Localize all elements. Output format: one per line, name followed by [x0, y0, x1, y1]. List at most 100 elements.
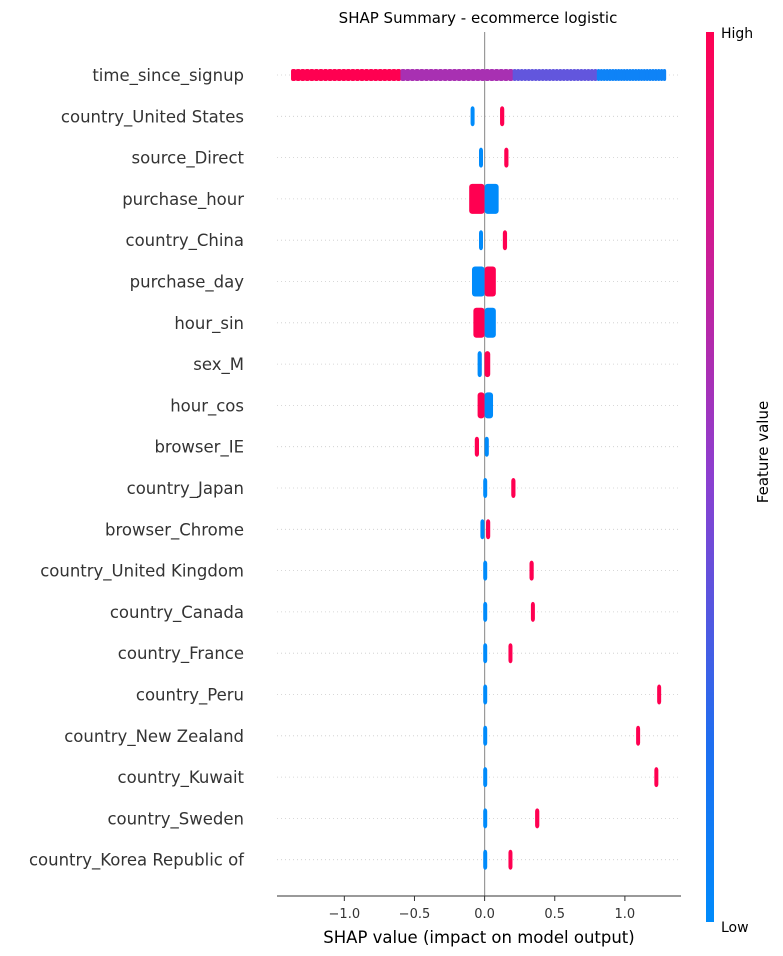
- shap-point-cluster: [654, 767, 659, 788]
- feature-row: [469, 183, 499, 214]
- shap-point-band: [498, 69, 504, 81]
- shap-point-band: [489, 69, 495, 81]
- shap-point-cluster: [470, 106, 475, 127]
- shap-point-band: [634, 69, 638, 81]
- shap-point-band: [309, 69, 315, 81]
- feature-row: [470, 106, 505, 127]
- shap-point-band: [409, 69, 416, 81]
- feature-row: [483, 725, 641, 746]
- shap-point-band: [568, 69, 573, 81]
- shap-point-cluster: [471, 266, 485, 297]
- shap-point-cluster: [483, 601, 488, 622]
- shap-point-band: [451, 69, 458, 81]
- feature-label: country_Kuwait: [118, 768, 245, 788]
- shap-point-band: [507, 69, 514, 81]
- feature-label: country_France: [118, 644, 244, 664]
- shap-point-cluster: [483, 725, 488, 746]
- feature-label: country_Sweden: [107, 809, 244, 829]
- shap-point-cluster: [483, 849, 488, 870]
- row-gridlines: [277, 74, 681, 861]
- shap-point-cluster: [479, 230, 483, 251]
- shap-point-band: [363, 69, 370, 81]
- shap-point-band: [395, 69, 402, 81]
- shap-point-cluster: [483, 643, 488, 664]
- shap-point-band: [327, 69, 333, 81]
- shap-point-cluster: [511, 478, 516, 498]
- shap-point-cluster: [529, 560, 534, 581]
- shap-point-band: [318, 69, 324, 81]
- feature-row: [479, 230, 508, 251]
- shap-point-cluster: [484, 392, 494, 419]
- feature-row: [473, 307, 496, 338]
- shap-point-band: [304, 69, 310, 81]
- shap-point-cluster: [508, 643, 513, 664]
- feature-label: purchase_day: [130, 273, 245, 293]
- feature-row: [483, 560, 534, 581]
- shap-point-band: [442, 69, 448, 81]
- shap-point-band: [533, 69, 538, 81]
- shap-point-band: [602, 69, 607, 81]
- shap-point-cluster: [484, 436, 489, 457]
- shap-point-band: [377, 69, 383, 81]
- shap-point-cluster: [500, 106, 505, 127]
- shap-point-cluster: [484, 351, 491, 378]
- shap-point-band: [579, 69, 584, 81]
- shap-point-band: [544, 69, 549, 81]
- shap-point-cluster: [483, 808, 488, 829]
- shap-point-band: [475, 69, 481, 81]
- shap-point-band: [433, 69, 439, 81]
- shap-point-cluster: [477, 392, 485, 419]
- feature-label: time_since_signup: [92, 66, 244, 86]
- shap-point-band: [662, 69, 667, 81]
- colorbar-label: Feature value: [754, 401, 772, 503]
- shap-point-band: [537, 69, 542, 81]
- feature-row: [483, 478, 516, 498]
- shap-point-band: [341, 69, 347, 81]
- shap-point-band: [530, 69, 535, 81]
- shap-point-cluster: [484, 307, 496, 338]
- shap-point-band: [659, 69, 664, 81]
- shap-point-band: [322, 69, 329, 81]
- shap-point-band: [414, 69, 420, 81]
- feature-row: [477, 392, 494, 419]
- shap-point-band: [313, 69, 319, 81]
- shap-point-band: [614, 69, 618, 81]
- shap-point-cluster: [535, 808, 540, 829]
- feature-label: country_New Zealand: [64, 727, 244, 747]
- shap-point-cluster: [480, 519, 485, 540]
- feature-row: [483, 684, 662, 705]
- shap-point-band: [582, 69, 587, 81]
- shap-point-cluster: [504, 147, 509, 168]
- shap-point-band: [359, 69, 365, 81]
- shap-point-band: [631, 69, 635, 81]
- feature-label: hour_cos: [170, 396, 244, 416]
- shap-point-band: [350, 69, 356, 81]
- shap-point-band: [456, 69, 462, 81]
- shap-point-band: [593, 69, 598, 81]
- shap-points: [291, 69, 667, 870]
- shap-point-band: [382, 69, 388, 81]
- feature-row: [471, 266, 496, 297]
- shap-point-band: [461, 69, 467, 81]
- shap-point-cluster: [484, 266, 496, 297]
- colorbar-low-label: Low: [721, 920, 749, 936]
- feature-row: [483, 767, 659, 788]
- shap-point-cluster: [657, 684, 662, 705]
- shap-point-band: [540, 69, 545, 81]
- shap-point-band: [405, 69, 411, 81]
- shap-point-band: [622, 69, 627, 81]
- shap-point-band: [642, 69, 647, 81]
- shap-point-band: [575, 69, 580, 81]
- shap-point-band: [656, 69, 661, 81]
- shap-point-cluster: [484, 183, 499, 214]
- shap-point-cluster: [469, 183, 485, 214]
- shap-point-band: [516, 69, 521, 81]
- shap-point-band: [611, 69, 615, 81]
- shap-point-band: [586, 69, 591, 81]
- shap-point-band: [565, 69, 570, 81]
- shap-point-band: [465, 69, 472, 81]
- shap-point-band: [648, 69, 652, 81]
- feature-label: purchase_hour: [122, 190, 244, 210]
- shap-point-cluster: [502, 230, 508, 251]
